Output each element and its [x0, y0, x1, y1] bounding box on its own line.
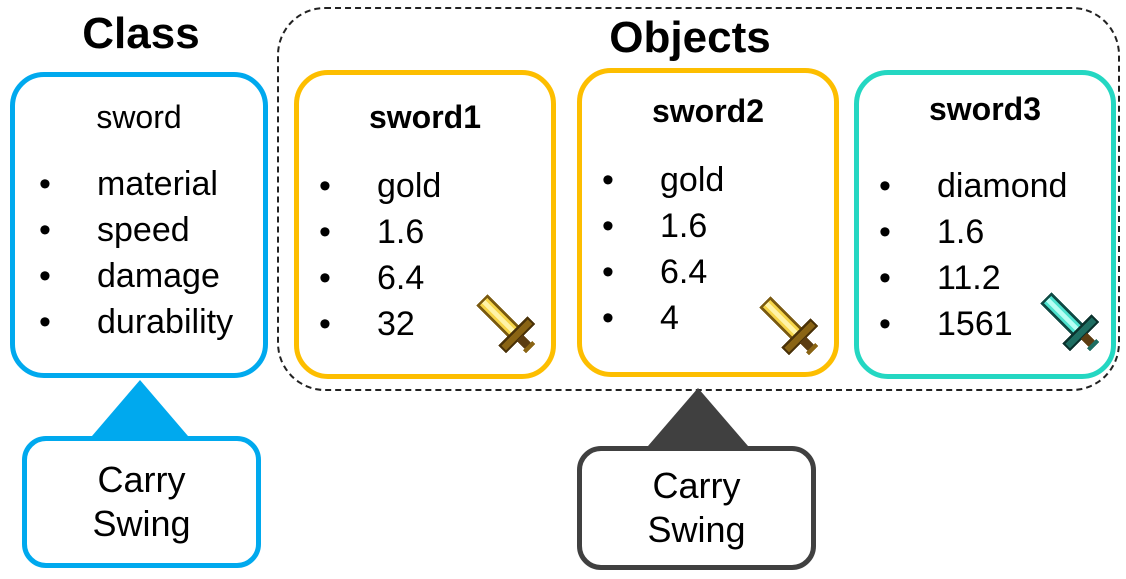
class-attribute: • durability — [39, 303, 234, 341]
objects-heading: Objects — [609, 13, 771, 62]
gold-sword-icon — [759, 296, 819, 356]
object-methods-box: Carry Swing — [577, 446, 816, 570]
object-value-list: • diamond • 1.6 • 11.2 • 1561 — [875, 163, 1067, 347]
object-value: • gold — [602, 161, 725, 199]
class-attribute: • damage — [39, 257, 220, 295]
method-swing: Swing — [647, 509, 746, 550]
object-box-sword1: sword1 • gold • 1.6 • 6.4 • 32 — [294, 70, 556, 379]
object-value: • 4 — [602, 299, 679, 337]
class-name: sword — [96, 99, 182, 135]
object-value: • 6.4 — [319, 259, 425, 297]
object-value: • 6.4 — [602, 253, 708, 291]
diamond-sword-icon — [1040, 292, 1100, 352]
object-value: • gold — [319, 167, 442, 205]
object-methods-pointer — [648, 388, 748, 446]
object-value: • 1.6 — [602, 207, 708, 245]
method-carry: Carry — [652, 465, 741, 506]
method-carry: Carry — [97, 459, 186, 500]
class-heading: Class — [82, 9, 200, 58]
object-name: sword2 — [651, 93, 765, 129]
class-methods-box: Carry Swing — [22, 436, 261, 568]
gold-sword-icon — [476, 294, 536, 354]
object-value-list: • gold • 1.6 • 6.4 • 32 — [315, 163, 441, 347]
object-name: sword1 — [368, 99, 482, 135]
object-value: • diamond — [879, 167, 1068, 205]
method-swing: Swing — [92, 503, 191, 544]
object-value-list: • gold • 1.6 • 6.4 • 4 — [598, 157, 724, 341]
class-attribute-list: • material • speed • damage • durability — [35, 161, 233, 345]
object-value: • 1.6 — [879, 213, 985, 251]
object-value: • 32 — [319, 305, 415, 343]
object-value: • 11.2 — [879, 259, 1001, 297]
object-value: • 1561 — [879, 305, 1013, 343]
object-box-sword2: sword2 • gold • 1.6 • 6.4 • 4 — [577, 68, 839, 377]
class-attribute: • material — [39, 165, 218, 203]
object-name: sword3 — [928, 91, 1042, 127]
object-box-sword3: sword3 • diamond • 1.6 • 11.2 • 1561 — [854, 70, 1116, 379]
object-value: • 1.6 — [319, 213, 425, 251]
class-attribute: • speed — [39, 211, 190, 249]
class-box-sword: sword • material • speed • damage • durabili… — [10, 72, 268, 378]
class-methods-pointer — [92, 380, 188, 436]
